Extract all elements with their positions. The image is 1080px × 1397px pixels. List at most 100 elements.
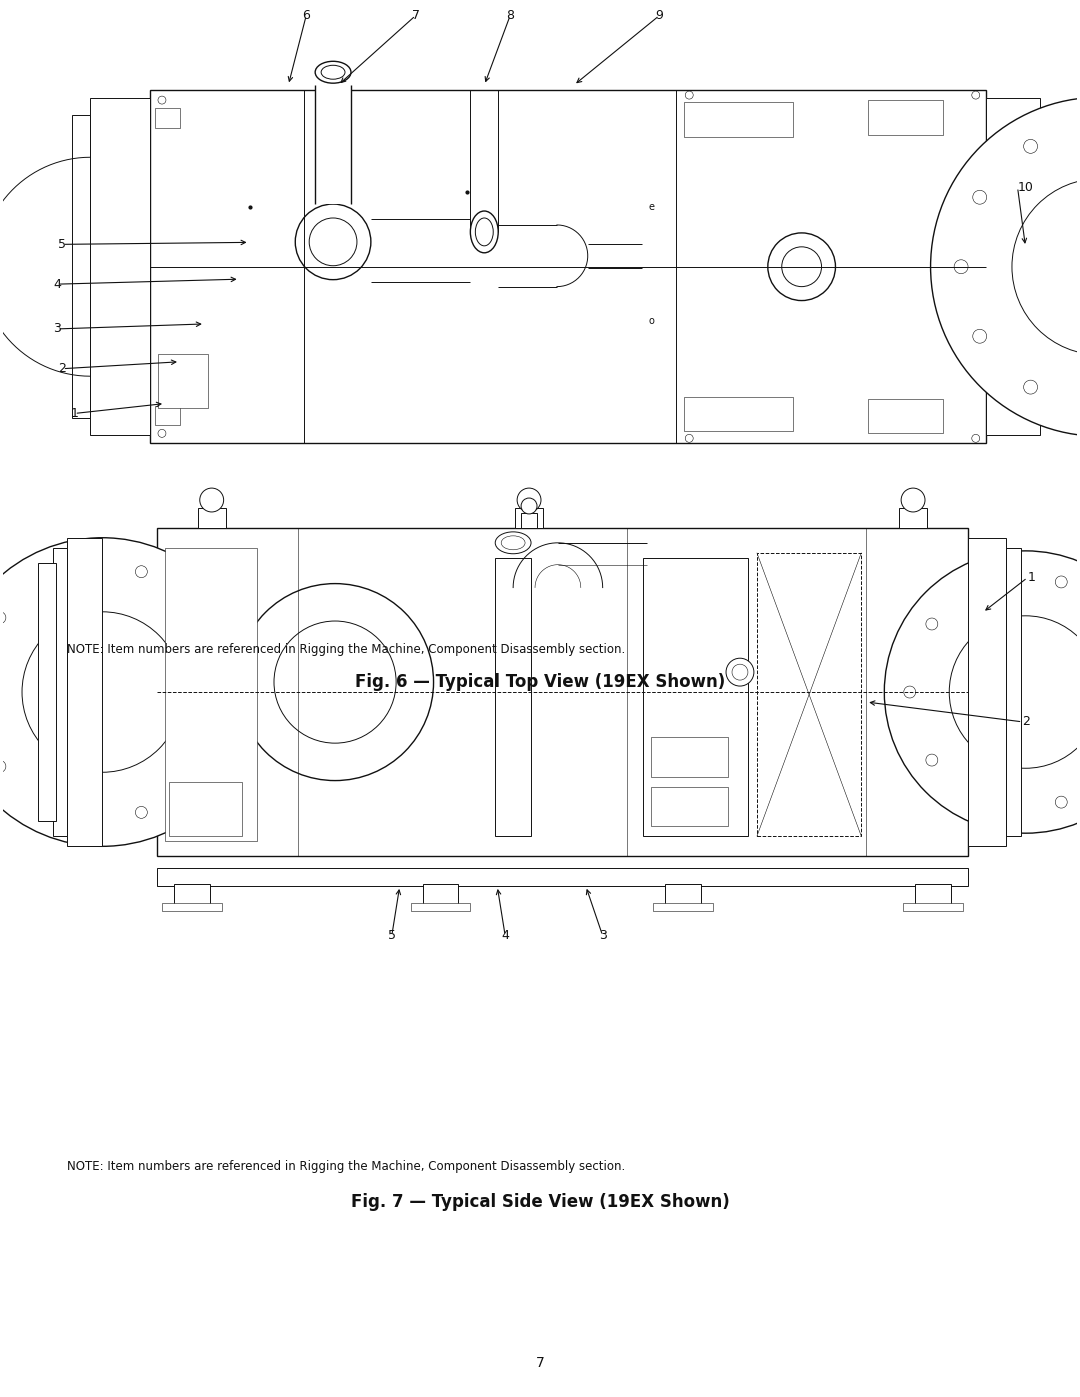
Text: 10: 10 bbox=[1017, 180, 1034, 194]
Bar bbox=[91, 98, 150, 436]
Bar bbox=[644, 557, 748, 837]
Circle shape bbox=[954, 260, 968, 274]
Circle shape bbox=[57, 806, 69, 819]
Text: 7: 7 bbox=[536, 1356, 544, 1370]
Ellipse shape bbox=[471, 211, 498, 253]
Bar bbox=[198, 509, 226, 528]
Circle shape bbox=[972, 91, 980, 99]
Circle shape bbox=[973, 330, 987, 344]
Circle shape bbox=[904, 686, 916, 698]
Circle shape bbox=[1024, 380, 1038, 394]
Circle shape bbox=[199, 760, 211, 773]
Bar bbox=[900, 509, 927, 528]
Circle shape bbox=[901, 488, 924, 511]
Bar bbox=[53, 548, 67, 837]
Circle shape bbox=[984, 796, 996, 807]
Text: 8: 8 bbox=[507, 8, 514, 22]
Bar bbox=[168, 781, 242, 837]
Text: 9: 9 bbox=[656, 8, 663, 22]
Bar bbox=[156, 108, 180, 129]
Ellipse shape bbox=[496, 532, 531, 553]
Circle shape bbox=[222, 686, 234, 698]
Circle shape bbox=[726, 658, 754, 686]
Circle shape bbox=[295, 204, 370, 279]
Text: Fig. 7 — Typical Side View (19EX Shown): Fig. 7 — Typical Side View (19EX Shown) bbox=[351, 1193, 729, 1211]
Text: e: e bbox=[648, 203, 654, 212]
Bar bbox=[72, 115, 91, 419]
Circle shape bbox=[237, 584, 433, 781]
Bar bbox=[157, 528, 968, 856]
Circle shape bbox=[22, 612, 183, 773]
Bar bbox=[653, 902, 713, 911]
Bar bbox=[67, 538, 103, 847]
Text: 7: 7 bbox=[411, 8, 420, 22]
Bar bbox=[165, 548, 257, 841]
Bar bbox=[1040, 115, 1058, 419]
Bar bbox=[915, 884, 950, 904]
Bar bbox=[651, 787, 728, 827]
Bar bbox=[986, 98, 1040, 436]
Bar bbox=[685, 102, 793, 137]
Circle shape bbox=[135, 566, 147, 578]
Circle shape bbox=[517, 488, 541, 511]
Bar bbox=[968, 538, 1005, 847]
Circle shape bbox=[926, 754, 937, 766]
Bar bbox=[651, 736, 728, 777]
Circle shape bbox=[0, 612, 5, 623]
Bar bbox=[157, 868, 968, 886]
Text: o: o bbox=[648, 317, 654, 327]
Bar bbox=[868, 398, 943, 433]
Circle shape bbox=[200, 488, 224, 511]
Circle shape bbox=[732, 664, 748, 680]
Circle shape bbox=[199, 612, 211, 623]
Text: NOTE: Item numbers are referenced in Rigging the Machine, Component Disassembly : NOTE: Item numbers are referenced in Rig… bbox=[67, 644, 625, 657]
Bar bbox=[521, 513, 537, 528]
Circle shape bbox=[782, 247, 822, 286]
Circle shape bbox=[0, 538, 257, 847]
Circle shape bbox=[158, 429, 166, 437]
Bar bbox=[150, 91, 986, 443]
Bar bbox=[156, 405, 180, 426]
Circle shape bbox=[1012, 179, 1080, 355]
Text: 2: 2 bbox=[58, 362, 66, 376]
Ellipse shape bbox=[475, 218, 494, 246]
Circle shape bbox=[158, 96, 166, 103]
Bar bbox=[757, 553, 862, 837]
Circle shape bbox=[0, 760, 5, 773]
Bar bbox=[162, 902, 221, 911]
Bar bbox=[422, 884, 458, 904]
Bar bbox=[515, 509, 543, 528]
Circle shape bbox=[309, 218, 357, 265]
Text: 1: 1 bbox=[1027, 571, 1036, 584]
Bar bbox=[38, 563, 55, 821]
Circle shape bbox=[949, 616, 1080, 768]
Text: 6: 6 bbox=[302, 8, 310, 22]
Bar bbox=[868, 101, 943, 136]
Bar bbox=[685, 397, 793, 432]
Circle shape bbox=[521, 499, 537, 514]
Circle shape bbox=[931, 98, 1080, 436]
Bar bbox=[174, 884, 210, 904]
Text: NOTE: Item numbers are referenced in Rigging the Machine, Component Disassembly : NOTE: Item numbers are referenced in Rig… bbox=[67, 1161, 625, 1173]
Text: 4: 4 bbox=[54, 278, 62, 291]
Bar bbox=[496, 557, 531, 837]
Text: 5: 5 bbox=[58, 237, 67, 251]
Text: 2: 2 bbox=[1023, 715, 1030, 728]
Circle shape bbox=[685, 434, 693, 443]
Bar bbox=[1005, 548, 1021, 837]
Text: Fig. 6 — Typical Top View (19EX Shown): Fig. 6 — Typical Top View (19EX Shown) bbox=[355, 673, 725, 692]
Text: 1: 1 bbox=[70, 407, 79, 420]
Circle shape bbox=[57, 566, 69, 578]
Text: 3: 3 bbox=[598, 929, 607, 942]
Circle shape bbox=[1055, 576, 1067, 588]
Ellipse shape bbox=[321, 66, 345, 80]
Circle shape bbox=[768, 233, 836, 300]
Text: 5: 5 bbox=[388, 929, 395, 942]
Circle shape bbox=[1024, 140, 1038, 154]
Circle shape bbox=[926, 617, 937, 630]
Bar bbox=[903, 902, 962, 911]
Ellipse shape bbox=[501, 536, 525, 550]
Circle shape bbox=[135, 806, 147, 819]
Bar bbox=[665, 884, 701, 904]
Circle shape bbox=[973, 190, 987, 204]
